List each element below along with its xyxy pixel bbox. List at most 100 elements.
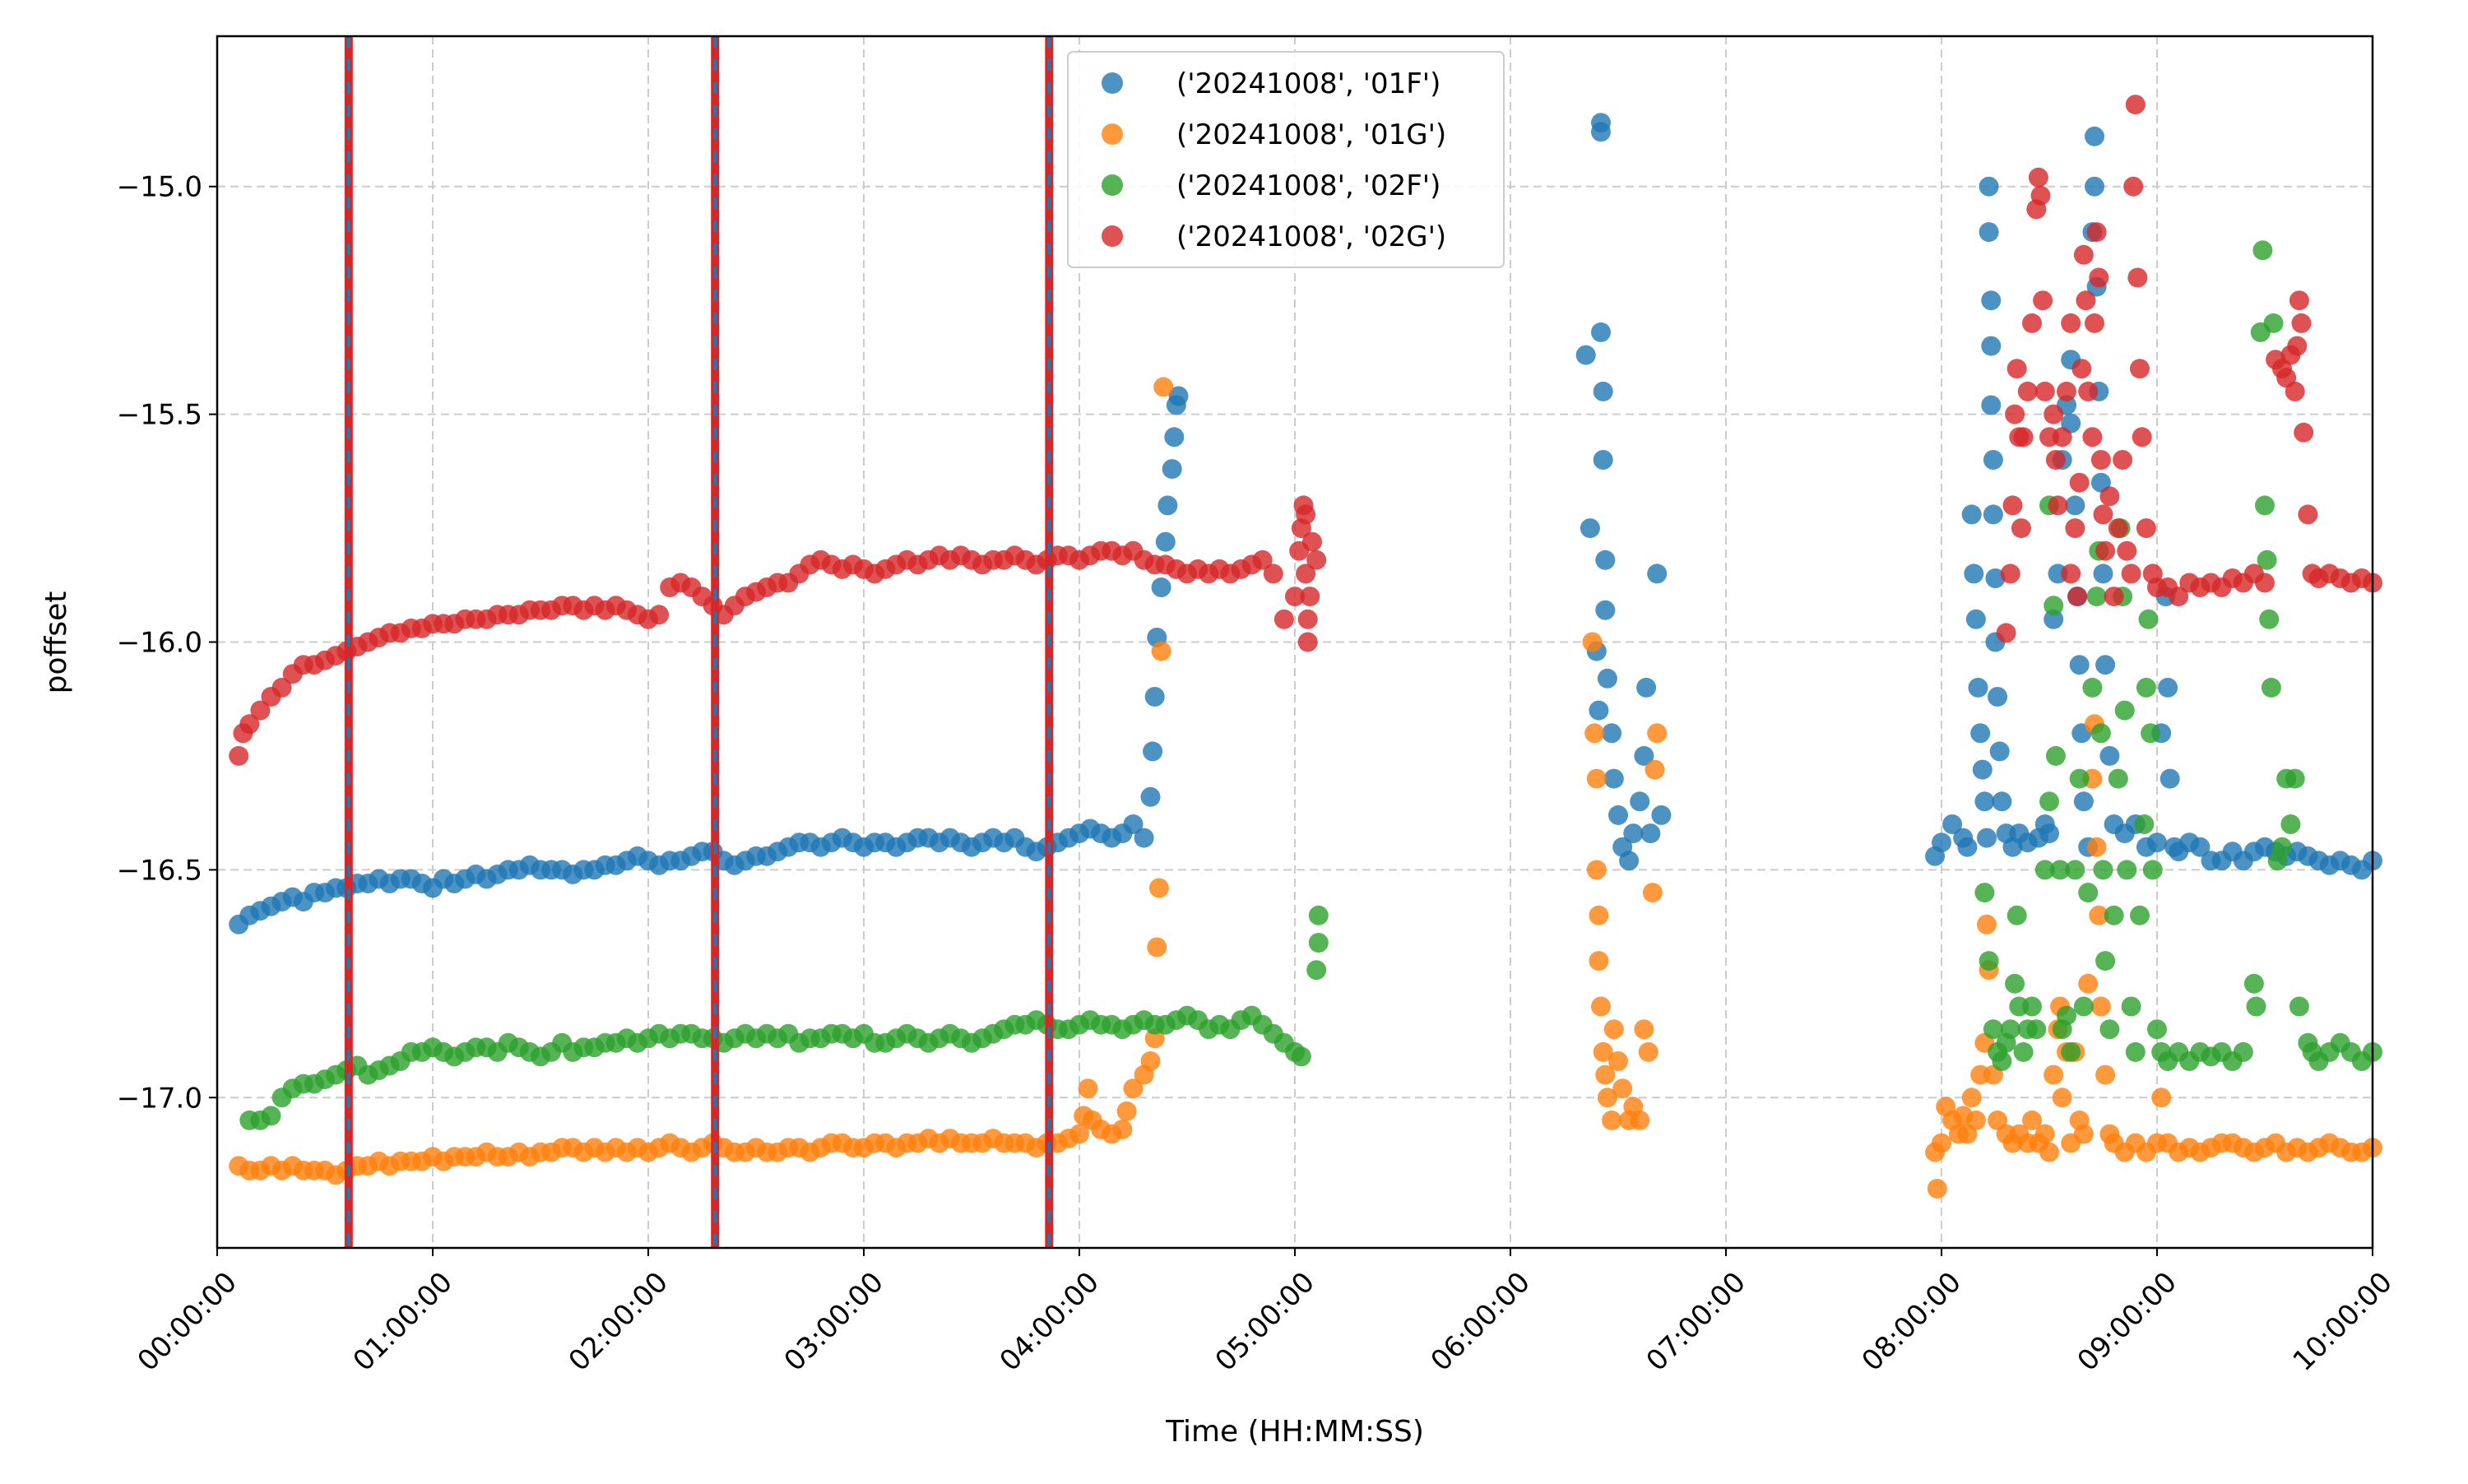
data-point — [2039, 1142, 2059, 1162]
data-point — [1647, 563, 1668, 584]
data-point — [1140, 1051, 1161, 1071]
data-point — [1961, 504, 1982, 525]
data-point — [1148, 878, 1169, 898]
data-point — [2078, 973, 2099, 994]
data-point — [1586, 768, 1607, 789]
legend-marker — [1102, 174, 1123, 196]
data-point — [1593, 450, 1613, 470]
data-point — [1608, 805, 1628, 825]
data-point — [1157, 495, 1178, 516]
data-point — [1974, 883, 1995, 903]
data-point — [1116, 1101, 1137, 1121]
data-point — [1078, 1078, 1098, 1099]
data-point — [1640, 823, 1661, 844]
data-point — [2255, 495, 2275, 516]
data-point — [2061, 1041, 2081, 1062]
data-point — [1968, 677, 1988, 698]
data-point — [1983, 504, 2003, 525]
data-point — [1584, 723, 1605, 744]
data-point — [1932, 1133, 1951, 1153]
data-point — [2095, 1064, 2116, 1085]
data-point — [2048, 495, 2068, 516]
data-point — [1965, 609, 1986, 629]
data-point — [1123, 1078, 1144, 1099]
data-point — [2085, 313, 2104, 333]
data-point — [1595, 550, 1616, 570]
data-point — [2130, 359, 2150, 379]
data-point — [1112, 1120, 1133, 1139]
data-point — [1636, 677, 1657, 698]
data-point — [1602, 723, 1622, 744]
data-point — [1630, 1110, 1650, 1130]
data-point — [2252, 240, 2273, 261]
data-point — [1597, 1087, 1617, 1108]
data-point — [2039, 823, 2059, 844]
data-point — [2243, 973, 2264, 994]
data-point — [2002, 495, 2023, 516]
data-point — [2289, 996, 2309, 1017]
data-point — [1580, 518, 1600, 539]
data-point — [1151, 641, 1171, 661]
data-point — [1634, 745, 1654, 766]
data-point — [2108, 768, 2128, 789]
data-point — [2065, 518, 2085, 539]
data-point — [2044, 404, 2064, 424]
data-point — [1308, 905, 1329, 925]
data-point — [2272, 837, 2292, 857]
data-point — [1972, 759, 1992, 780]
data-point — [2061, 563, 2081, 584]
data-point — [2013, 1041, 2034, 1062]
data-point — [2114, 700, 2135, 721]
data-point — [2285, 381, 2305, 401]
data-point — [2127, 267, 2148, 288]
data-point — [1981, 395, 2002, 415]
data-point — [2089, 267, 2109, 288]
data-point — [2287, 336, 2308, 356]
data-point — [1965, 1110, 1986, 1130]
data-point — [1985, 568, 2006, 588]
y-tick-label: −15.0 — [117, 171, 202, 204]
data-point — [2190, 837, 2211, 857]
data-point — [1593, 381, 1613, 401]
data-point — [2071, 359, 2092, 379]
data-point — [1623, 823, 1644, 844]
data-point — [1638, 1041, 1658, 1062]
data-point — [2073, 791, 2094, 812]
data-point — [2141, 723, 2161, 744]
data-point — [2104, 587, 2124, 607]
data-point — [2061, 313, 2081, 333]
data-point — [2099, 1019, 2120, 1040]
data-point — [2095, 951, 2116, 972]
data-point — [1942, 814, 1963, 834]
data-point — [1642, 883, 1663, 903]
data-point — [2069, 472, 2090, 493]
data-point — [229, 745, 249, 766]
data-point — [1932, 832, 1951, 853]
legend-label: ('20241008', '01F') — [1176, 67, 1440, 100]
data-point — [2093, 504, 2113, 525]
data-point — [1996, 623, 2016, 643]
data-point — [2076, 290, 2096, 311]
data-point — [1961, 1087, 1982, 1108]
data-point — [1979, 951, 1999, 972]
data-point — [2291, 313, 2312, 333]
data-point — [1974, 791, 1995, 812]
data-point — [1153, 377, 1174, 397]
data-point — [1589, 951, 1609, 972]
data-point — [2294, 422, 2314, 443]
data-point — [2073, 244, 2094, 265]
data-point — [1134, 828, 1154, 848]
legend-label: ('20241008', '01G') — [1176, 118, 1446, 151]
data-point — [2086, 587, 2107, 607]
data-point — [1608, 1051, 1628, 1071]
data-point — [2045, 450, 2066, 470]
data-point — [2095, 655, 2116, 675]
data-point — [1970, 723, 1991, 744]
data-point — [1645, 759, 1665, 780]
data-point — [1306, 960, 1327, 981]
data-point — [1603, 768, 1624, 789]
data-point — [1977, 914, 1997, 934]
data-point — [1263, 563, 1283, 584]
data-point — [2158, 677, 2178, 698]
data-point — [2069, 655, 2090, 675]
